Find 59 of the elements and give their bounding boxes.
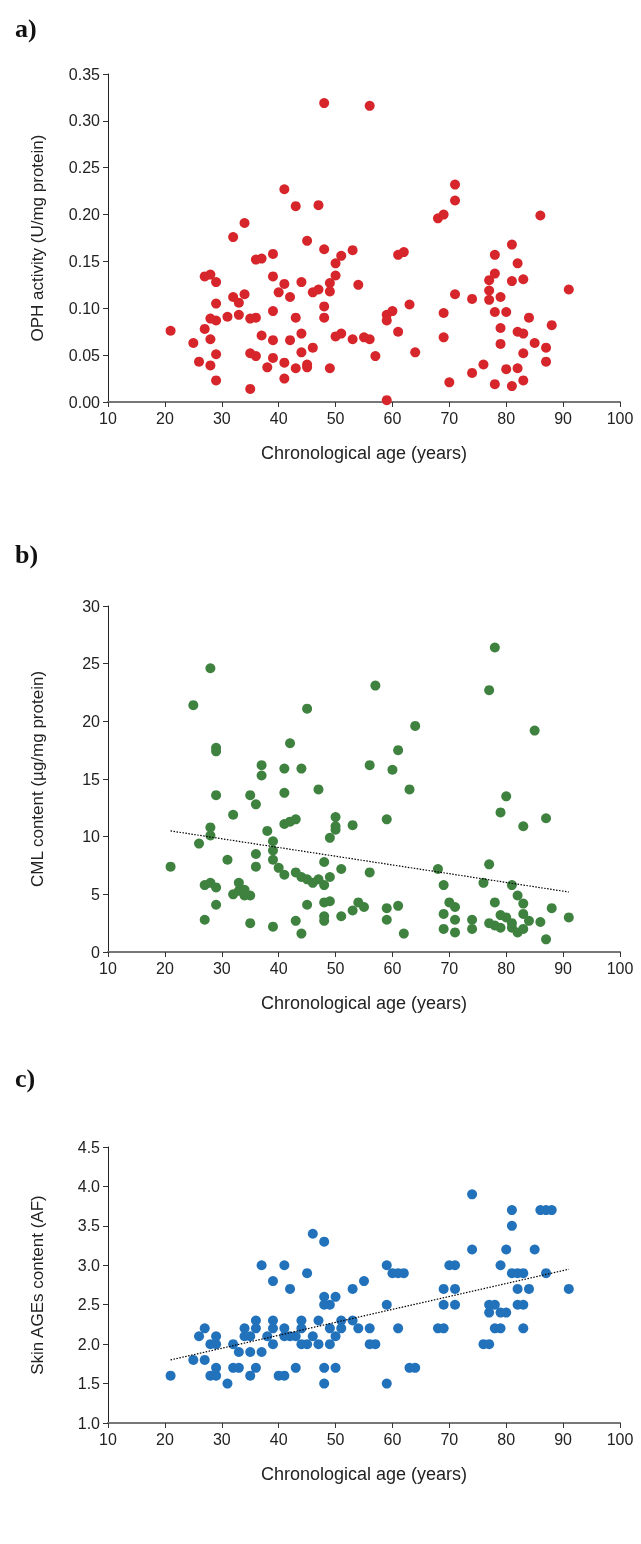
y-tick-label: 0.15 [68, 252, 101, 270]
x-axis-title: Chronological age (years) [260, 443, 468, 463]
y-tick-label: 0.05 [68, 346, 101, 364]
x-axis-title: Chronological age (years) [260, 993, 468, 1013]
y-tick-label: 4.5 [77, 1138, 101, 1156]
x-tick-label: 20 [155, 1430, 174, 1448]
y-tick-label: 30 [82, 597, 101, 615]
x-tick-label: 40 [269, 959, 288, 977]
y-tick-label: 10 [82, 828, 101, 846]
y-tick-label: 1.5 [77, 1375, 101, 1393]
y-tick-label: 5 [91, 885, 101, 903]
x-tick-label: 60 [383, 959, 402, 977]
x-tick-label: 60 [383, 409, 402, 427]
x-tick-label: 30 [212, 1430, 231, 1448]
x-axis-title: Chronological age (years) [260, 1464, 468, 1484]
x-tick-label: 50 [326, 409, 345, 427]
y-tick-label: 0 [91, 943, 101, 961]
x-tick-label: 100 [606, 959, 634, 977]
chart-title: c) [15, 1063, 36, 1093]
y-tick-label: 2.0 [77, 1335, 101, 1353]
y-tick-label: 0.00 [68, 393, 101, 411]
y-tick-label: 0.20 [68, 206, 101, 224]
x-tick-label: 50 [326, 959, 345, 977]
y-tick-label: 1.0 [77, 1414, 101, 1432]
y-tick-label: 25 [82, 655, 101, 673]
y-tick-label: 0.10 [68, 299, 101, 317]
x-tick-label: 20 [155, 409, 174, 427]
y-tick-label: 20 [82, 712, 101, 730]
y-tick-label: 0.30 [68, 112, 101, 130]
y-tick-label: 0.25 [68, 159, 101, 177]
y-axis-title: OPH activity (U/mg protein) [28, 134, 47, 342]
x-tick-label: 100 [606, 1430, 634, 1448]
x-tick-label: 80 [497, 409, 516, 427]
y-tick-label: 3.0 [77, 1256, 101, 1274]
x-tick-label: 20 [155, 959, 174, 977]
x-tick-label: 70 [440, 1430, 459, 1448]
x-tick-label: 60 [383, 1430, 402, 1448]
x-tick-label: 80 [497, 1430, 516, 1448]
x-tick-label: 90 [554, 1430, 573, 1448]
x-tick-label: 90 [554, 959, 573, 977]
y-tick-label: 3.5 [77, 1217, 101, 1235]
x-tick-label: 40 [269, 1430, 288, 1448]
x-tick-label: 30 [212, 409, 231, 427]
y-tick-label: 2.5 [77, 1296, 101, 1314]
x-tick-label: 70 [440, 959, 459, 977]
y-axis-title: Skin AGEs content (AF) [28, 1195, 47, 1375]
chart-title: b) [15, 539, 39, 569]
x-tick-label: 70 [440, 409, 459, 427]
x-tick-label: 50 [326, 1430, 345, 1448]
x-tick-label: 80 [497, 959, 516, 977]
chart-title: a) [15, 13, 37, 43]
y-axis-title: CML content (µg/mg protein) [28, 670, 47, 888]
x-tick-label: 30 [212, 959, 231, 977]
x-tick-label: 40 [269, 409, 288, 427]
y-tick-label: 15 [82, 770, 101, 788]
y-tick-label: 4.0 [77, 1177, 101, 1195]
y-tick-label: 0.35 [68, 65, 101, 83]
x-tick-label: 100 [606, 409, 634, 427]
x-tick-label: 90 [554, 409, 573, 427]
